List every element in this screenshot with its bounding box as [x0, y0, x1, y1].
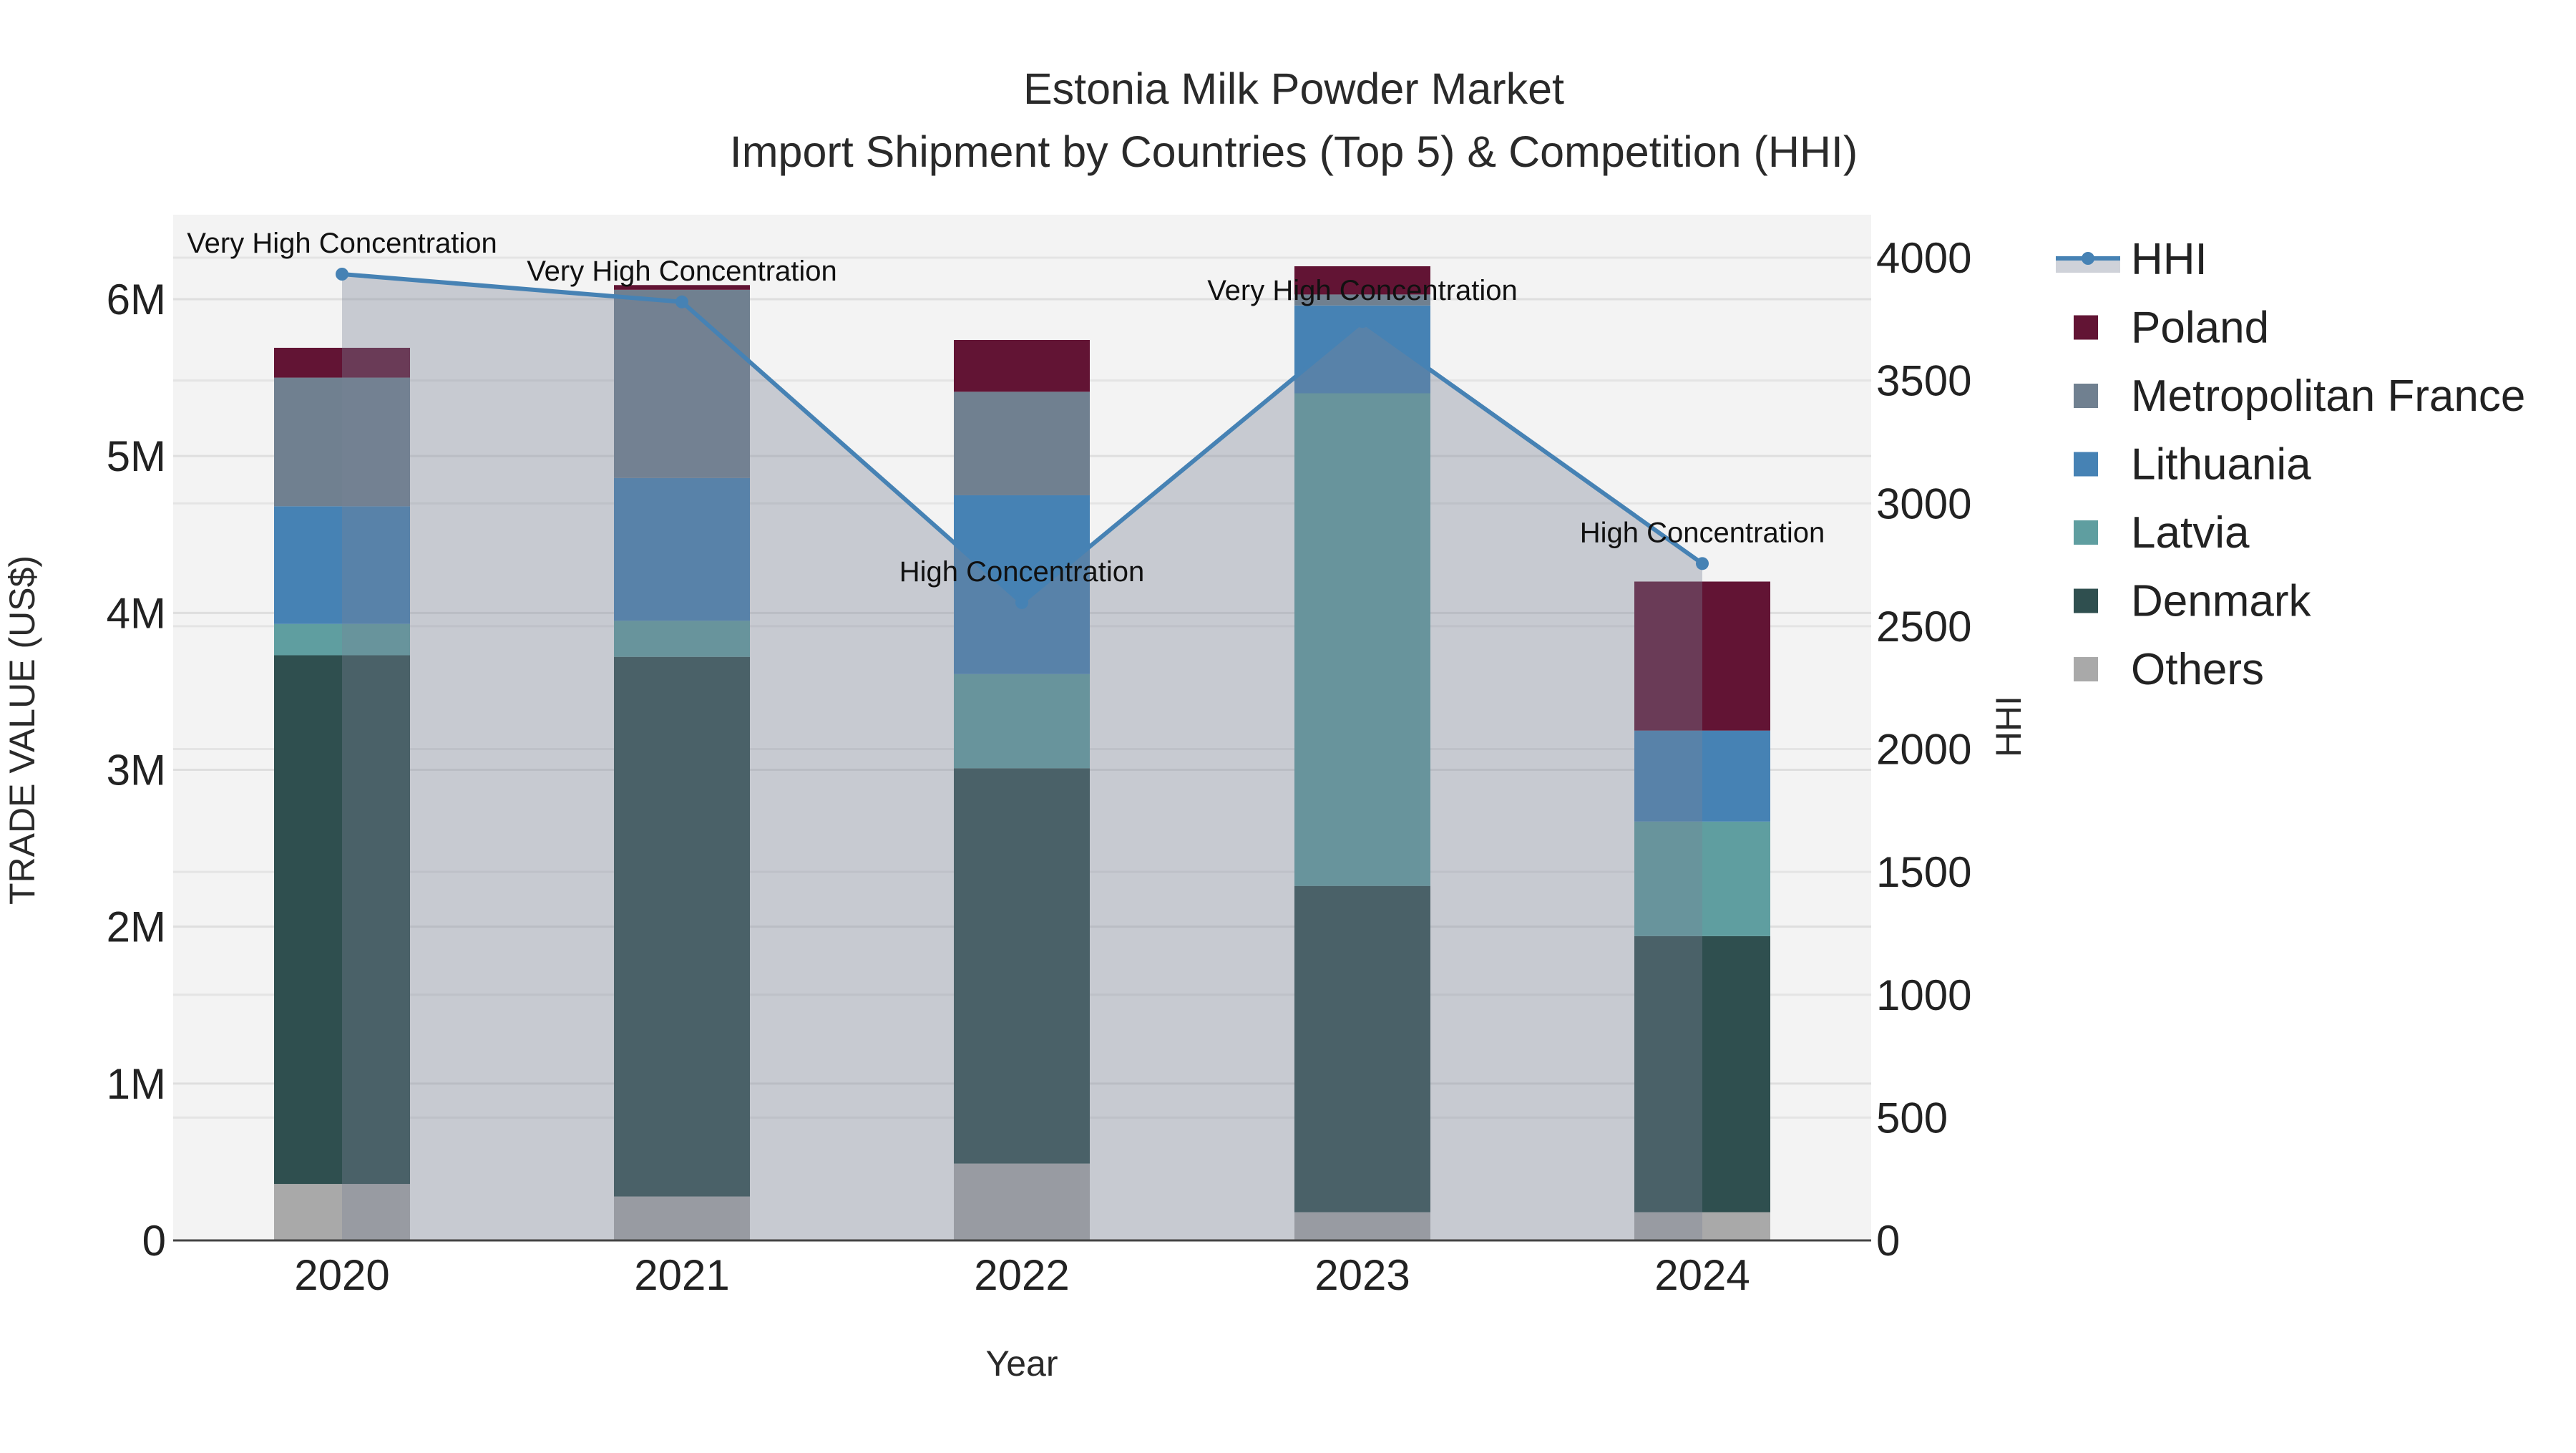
bar-latvia-2022: [954, 674, 1090, 769]
legend: HHI Poland Metropolitan France Lithuania Lat…: [2056, 235, 2525, 694]
bar-lithuania-2020: [274, 506, 410, 624]
legend-label: Latvia: [2131, 508, 2250, 558]
bar-metropolitan-france-2020: [274, 377, 410, 507]
bar-others-2023: [1294, 1212, 1430, 1240]
y-tick-label: 3M: [107, 747, 166, 794]
hhi-point-2022: [1015, 596, 1028, 609]
y-tick-label: 4M: [107, 589, 166, 637]
legend-label: Metropolitan France: [2131, 371, 2525, 421]
legend-item-denmark: Denmark: [2074, 577, 2312, 626]
x-tick-label: 2020: [294, 1251, 389, 1299]
legend-swatch-icon: [2074, 657, 2098, 681]
legend-label: HHI: [2131, 235, 2207, 284]
hhi-point-2024: [1696, 557, 1709, 570]
y2-tick-label: 4000: [1876, 234, 1971, 282]
x-tick-label: 2022: [974, 1251, 1069, 1299]
bar-denmark-2022: [954, 768, 1090, 1164]
legend-label: Poland: [2131, 303, 2269, 353]
bar-denmark-2020: [274, 655, 410, 1185]
bar-lithuania-2021: [614, 477, 750, 621]
bar-latvia-2023: [1294, 393, 1430, 886]
bar-others-2022: [954, 1163, 1090, 1240]
bar-metropolitan-france-2021: [614, 289, 750, 478]
legend-label: Lithuania: [2131, 440, 2311, 490]
hhi-annotation: Very High Concentration: [527, 256, 837, 287]
bar-denmark-2023: [1294, 885, 1430, 1213]
legend-item-lithuania: Lithuania: [2074, 440, 2311, 490]
legend-label: Others: [2131, 645, 2264, 694]
bar-poland-2020: [274, 347, 410, 378]
bar-poland-2022: [954, 339, 1090, 392]
hhi-annotation: High Concentration: [899, 556, 1144, 588]
hhi-point-2020: [336, 267, 348, 281]
bar-metropolitan-france-2023: [1294, 294, 1430, 306]
y-tick-label: 0: [142, 1217, 166, 1265]
legend-swatch-icon: [2074, 384, 2098, 408]
legend-label: Denmark: [2131, 577, 2312, 626]
legend-item-poland: Poland: [2074, 303, 2269, 353]
legend-swatch-icon: [2074, 520, 2098, 545]
y2-axis-title: HHI: [1989, 696, 2029, 757]
bar-others-2020: [274, 1184, 410, 1240]
chart-title: Estonia Milk Powder Market: [1023, 64, 1564, 113]
bar-poland-2024: [1634, 581, 1770, 731]
legend-hhi-marker-icon: [2082, 252, 2094, 265]
y2-tick-label: 2000: [1876, 726, 1971, 774]
bar-poland-2023: [1294, 266, 1430, 295]
legend-swatch-icon: [2074, 588, 2098, 613]
hhi-annotation: Very High Concentration: [1207, 275, 1518, 306]
legend-hhi-area-swatch: [2056, 258, 2120, 273]
y2-tick-label: 1000: [1876, 971, 1971, 1019]
y2-tick-label: 2500: [1876, 603, 1971, 651]
chart-subtitle: Import Shipment by Countries (Top 5) & C…: [730, 127, 1858, 176]
y-tick-label: 6M: [107, 276, 166, 324]
legend-swatch-icon: [2074, 315, 2098, 340]
bar-lithuania-2024: [1634, 730, 1770, 822]
hhi-series: Very High Concentration Very High Concent…: [187, 228, 1825, 1240]
legend-item-others: Others: [2074, 645, 2264, 694]
y-axis-title: TRADE VALUE (US$): [2, 555, 42, 905]
bar-denmark-2024: [1634, 936, 1770, 1213]
y2-tick-label: 3500: [1876, 357, 1971, 405]
hhi-area: [342, 273, 1702, 1240]
bar-latvia-2021: [614, 621, 750, 657]
legend-item-hhi: HHI: [2056, 235, 2207, 284]
bar-metropolitan-france-2022: [954, 392, 1090, 495]
bar-latvia-2020: [274, 623, 410, 656]
legend-swatch-icon: [2074, 452, 2098, 477]
y-tick-label: 5M: [107, 432, 166, 480]
y2-tick-label: 0: [1876, 1217, 1900, 1265]
hhi-annotation: High Concentration: [1580, 517, 1825, 548]
bar-others-2021: [614, 1196, 750, 1240]
hhi-annotation: Very High Concentration: [187, 228, 497, 259]
hhi-point-2023: [1356, 315, 1369, 329]
bar-others-2024: [1634, 1212, 1770, 1240]
y2-tick-label: 500: [1876, 1094, 1948, 1142]
y-tick-label: 1M: [107, 1060, 166, 1108]
x-tick-label: 2023: [1314, 1251, 1410, 1299]
bars: [274, 266, 1770, 1240]
x-tick-label: 2021: [634, 1251, 729, 1299]
bar-poland-2021: [614, 285, 750, 290]
legend-item-metropolitan-france: Metropolitan France: [2074, 371, 2525, 421]
y2-tick-label: 3000: [1876, 480, 1971, 528]
bar-denmark-2021: [614, 656, 750, 1197]
hhi-point-2021: [675, 295, 688, 308]
legend-item-latvia: Latvia: [2074, 508, 2250, 558]
bar-lithuania-2022: [954, 495, 1090, 674]
x-axis-title: Year: [985, 1343, 1058, 1384]
y-tick-label: 2M: [107, 903, 166, 951]
axis-ticks: 0 1M 2M 3M 4M 5M 6M 0 500 1000 1500 2000 2500 3000 350…: [107, 234, 1972, 1299]
y2-tick-label: 1500: [1876, 848, 1971, 896]
bar-latvia-2024: [1634, 821, 1770, 936]
x-tick-label: 2024: [1654, 1251, 1750, 1299]
